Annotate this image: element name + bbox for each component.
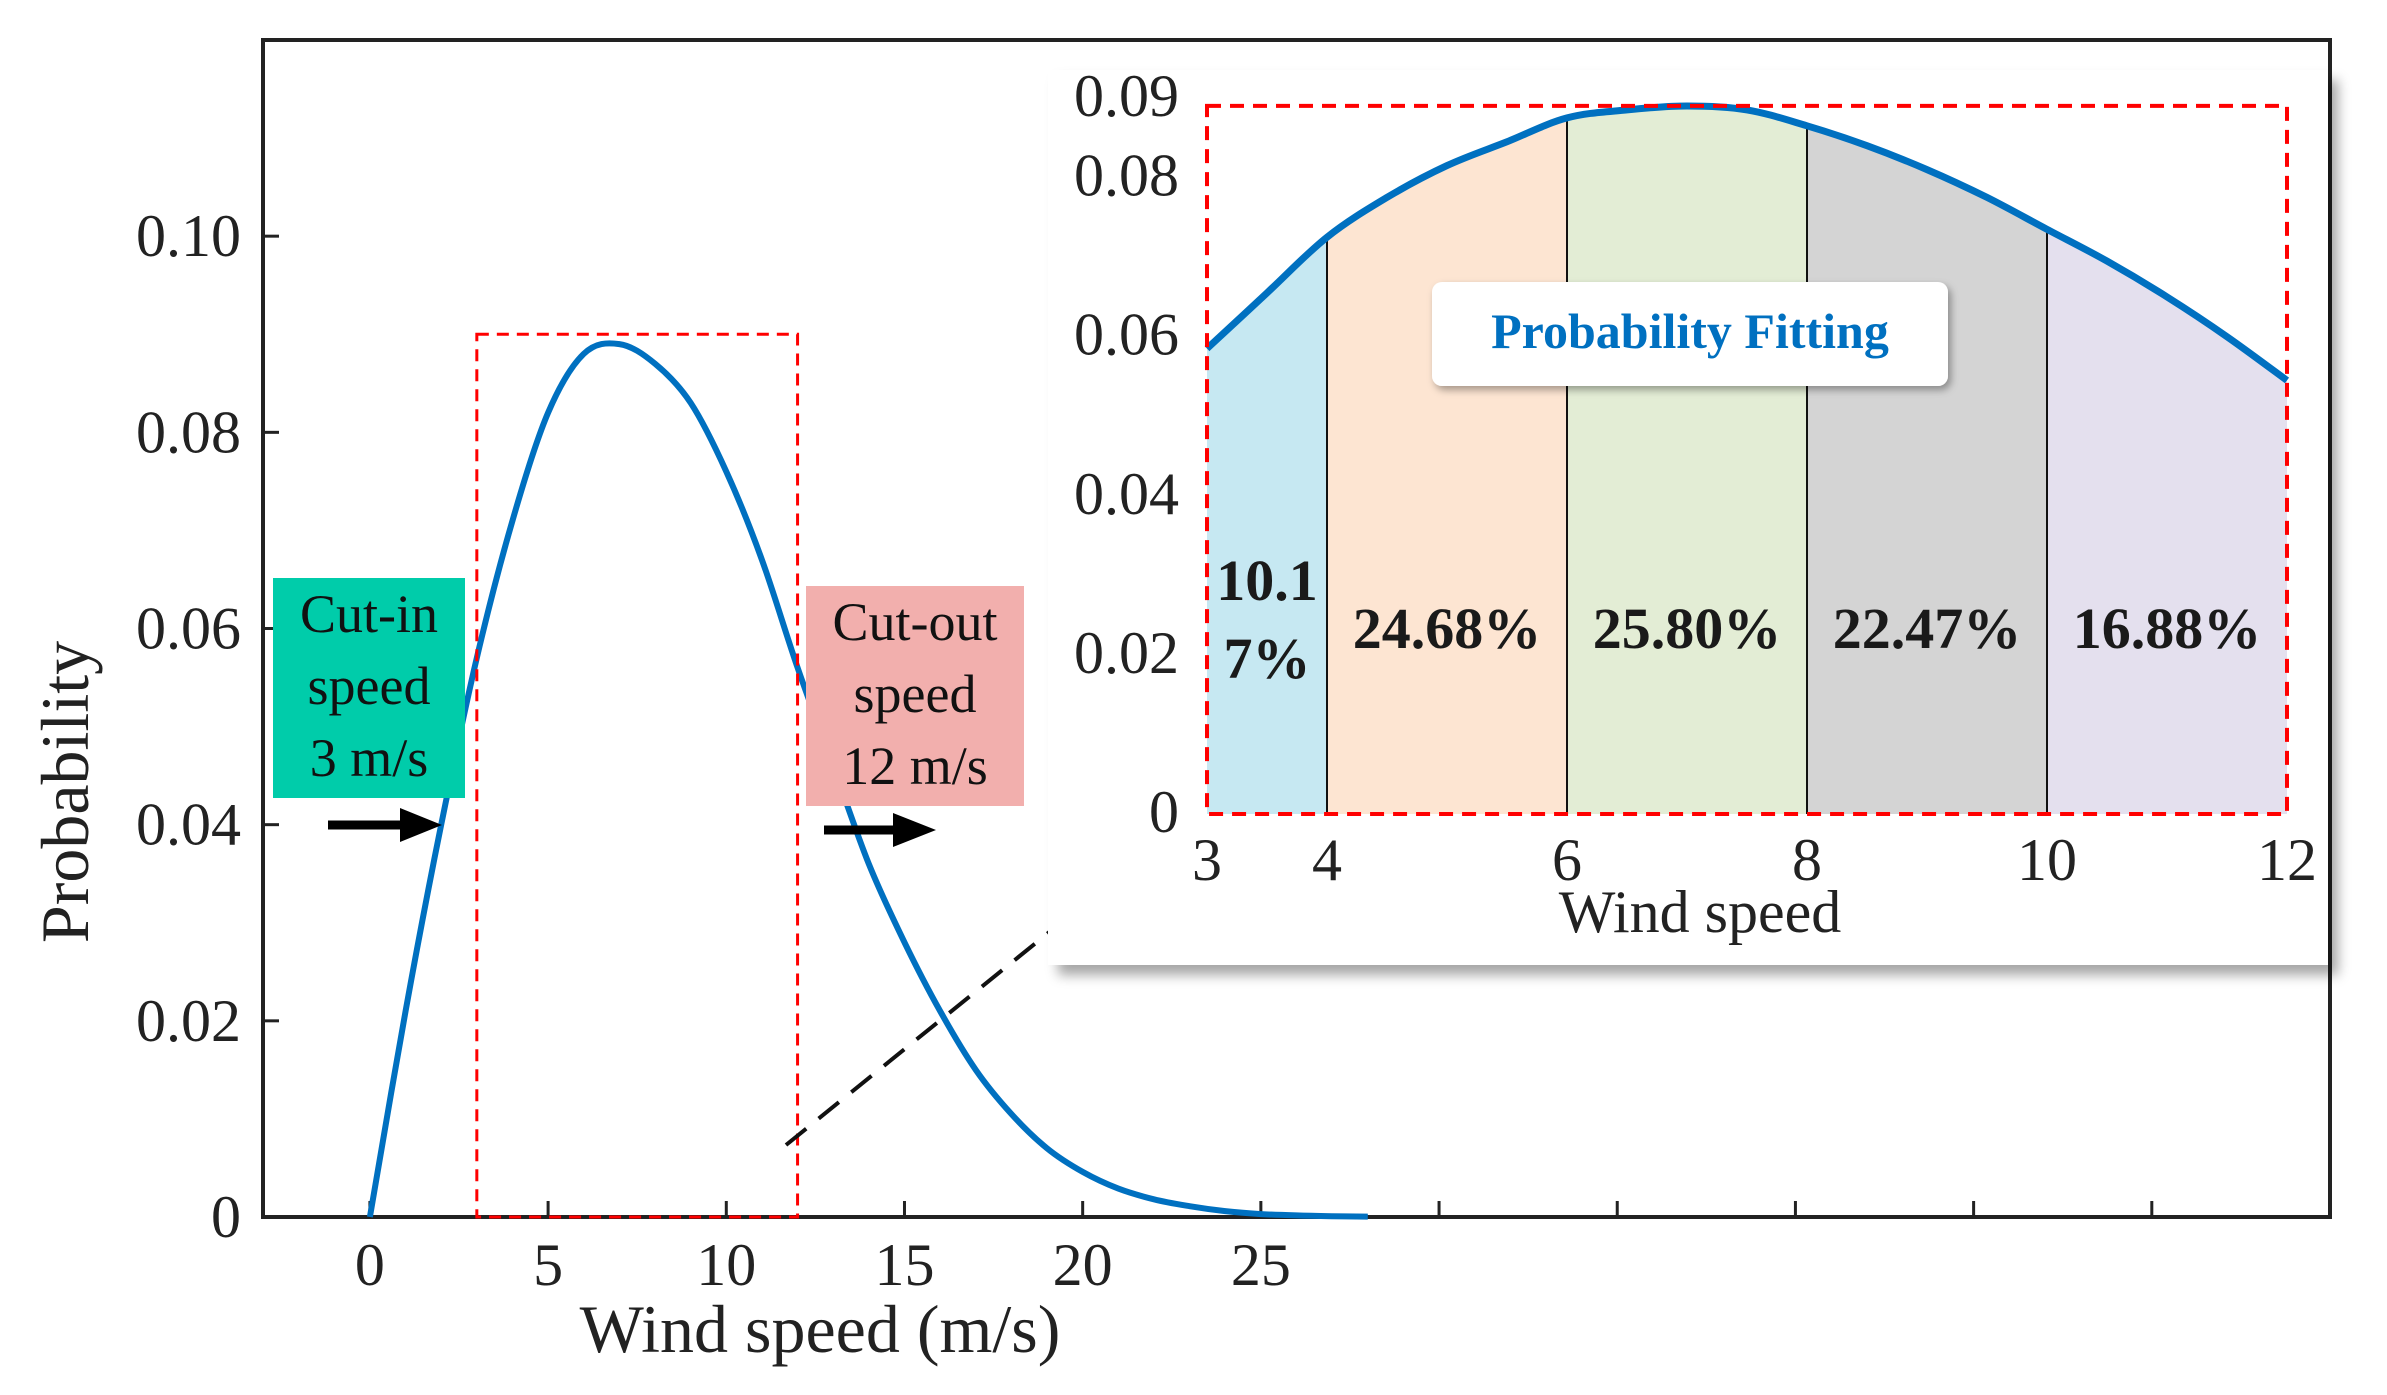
inset-band-label: 10.1 xyxy=(1216,548,1318,613)
cut-in-box xyxy=(273,578,465,798)
inset-x-tick-label: 10 xyxy=(2017,827,2077,893)
inset-band-2 xyxy=(1327,117,1567,814)
main-x-tick-label: 15 xyxy=(874,1232,934,1298)
zoom-region-box xyxy=(475,332,800,1219)
inset-band-label: 22.47% xyxy=(1833,596,2022,661)
probability-fitting-label: Probability Fitting xyxy=(1432,282,1948,386)
inset-band-labels: 10.1 7% 24.68% 25.80% 22.47% 16.88% xyxy=(1216,548,2261,691)
cut-out-line-2: speed xyxy=(854,664,977,724)
inset-x-axis: 3 4 6 8 10 12 xyxy=(1192,827,2317,893)
main-x-tick-label: 10 xyxy=(696,1232,756,1298)
cut-in-annotation: Cut-in speed 3 m/s xyxy=(273,578,465,842)
main-y-axis: 0 0.02 0.04 0.06 0.08 0.10 xyxy=(136,203,279,1250)
inset-band-label: 24.68% xyxy=(1353,596,1542,661)
inset-dashed-frame xyxy=(1205,103,2289,816)
main-x-axis-label: Wind speed (m/s) xyxy=(580,1291,1061,1367)
inset-band-5 xyxy=(2047,229,2287,815)
main-x-tick-label: 0 xyxy=(355,1232,385,1298)
main-x-axis: 0 5 10 15 20 25 xyxy=(355,1201,2154,1298)
cut-in-line-1: Cut-in xyxy=(300,584,438,644)
inset-band-4 xyxy=(1807,125,2047,815)
cut-out-box xyxy=(806,586,1024,806)
main-plot: 0 0.02 0.04 0.06 0.08 0.10 0 5 10 15 20 25 Wind sp… xyxy=(27,38,2332,1367)
inset-x-tick-label: 4 xyxy=(1312,827,1342,893)
probability-fitting-text: Probability Fitting xyxy=(1491,303,1889,359)
inset-y-tick-label: 0.04 xyxy=(1074,461,1179,527)
main-x-tick-label: 25 xyxy=(1231,1232,1291,1298)
inset-y-axis: 0 0.02 0.04 0.06 0.08 0.09 xyxy=(1074,63,1179,845)
cut-in-line-3: 3 m/s xyxy=(310,728,429,788)
main-y-tick-label: 0.02 xyxy=(136,988,241,1054)
inset-x-axis-label: Wind speed xyxy=(1559,879,1842,945)
cut-out-annotation: Cut-out speed 12 m/s xyxy=(806,586,1024,847)
inset-band-3 xyxy=(1567,106,1807,814)
inset-band-1 xyxy=(1207,237,1327,814)
inset-x-tick-label: 12 xyxy=(2257,827,2317,893)
inset-band-label: 25.80% xyxy=(1593,596,1782,661)
cut-out-line-1: Cut-out xyxy=(832,592,997,652)
probability-fitting-box xyxy=(1432,282,1948,386)
inset-y-tick-label: 0 xyxy=(1149,779,1179,845)
inset-y-tick-label: 0.06 xyxy=(1074,302,1179,368)
main-x-tick-label: 5 xyxy=(533,1232,563,1298)
cut-in-arrow-icon xyxy=(328,808,442,842)
inset-x-tick-label: 6 xyxy=(1552,827,1582,893)
main-y-tick-label: 0 xyxy=(211,1184,241,1250)
inset-band-label: 7% xyxy=(1224,626,1311,691)
inset-series-line xyxy=(1204,102,2290,384)
main-y-tick-label: 0.08 xyxy=(136,399,241,465)
inset-band-label: 16.88% xyxy=(2073,596,2262,661)
inset-x-tick-label: 3 xyxy=(1192,827,1222,893)
main-y-axis-label: Probability xyxy=(27,641,103,943)
inset-plot: 0 0.02 0.04 0.06 0.08 0.09 3 4 6 8 10 12 10.1 7% 24.… xyxy=(1048,63,2328,965)
cut-out-arrow-icon xyxy=(824,813,936,847)
cut-out-line-3: 12 m/s xyxy=(842,736,988,796)
main-y-tick-label: 0.06 xyxy=(136,596,241,662)
inset-x-tick-label: 8 xyxy=(1792,827,1822,893)
main-y-tick-label: 0.10 xyxy=(136,203,241,269)
inset-y-tick-label: 0.02 xyxy=(1074,620,1179,686)
main-y-tick-label: 0.04 xyxy=(136,792,241,858)
inset-y-tick-label: 0.08 xyxy=(1074,143,1179,209)
inset-y-tick-label: 0.09 xyxy=(1074,63,1179,129)
cut-in-line-2: speed xyxy=(308,656,431,716)
main-x-tick-label: 20 xyxy=(1053,1232,1113,1298)
